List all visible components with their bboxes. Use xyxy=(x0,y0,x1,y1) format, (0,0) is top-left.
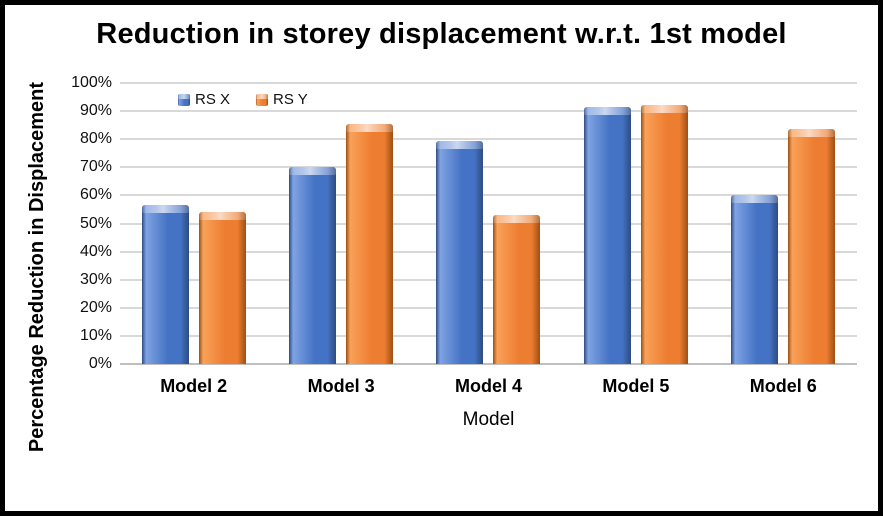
bar-bevel-highlight xyxy=(289,167,337,176)
gridline-20 xyxy=(120,306,857,309)
bar-group-model-6 xyxy=(710,83,857,364)
gridline-80 xyxy=(120,138,857,141)
y-tick-label: 40% xyxy=(79,242,112,260)
bar-group-model-5 xyxy=(562,83,709,364)
bar-rs-y-model-2 xyxy=(198,212,246,364)
gridline-30 xyxy=(120,278,857,281)
bar-bevel-highlight xyxy=(640,105,688,114)
y-tick-label: 50% xyxy=(79,214,112,232)
y-tick-label: 10% xyxy=(79,326,112,344)
bar-bevel-highlight xyxy=(436,141,484,150)
gridline-60 xyxy=(120,194,857,197)
y-tick-label: 70% xyxy=(79,158,112,176)
bar-rs-y-model-3 xyxy=(346,124,394,364)
legend-swatch-bevel xyxy=(178,93,190,99)
bar-bevel-highlight xyxy=(583,106,631,115)
chart-title: Reduction in storey displacement w.r.t. … xyxy=(96,18,787,50)
y-tick-label: 20% xyxy=(79,298,112,316)
y-tick-label: 60% xyxy=(79,186,112,204)
gridline-10 xyxy=(120,334,857,337)
x-tick-label-model-5: Model 5 xyxy=(602,376,670,396)
legend-label: RS X xyxy=(195,91,231,108)
legend-item-rs-y: RS Y xyxy=(256,91,308,108)
bar-group-model-3 xyxy=(267,83,414,364)
y-tick-label: 80% xyxy=(79,130,112,148)
legend-label: RS Y xyxy=(273,91,308,108)
bar-rs-x-model-5 xyxy=(583,106,631,364)
bar-group-model-4 xyxy=(415,83,562,364)
x-tick-label-model-3: Model 3 xyxy=(307,376,375,396)
bar-bevel-highlight xyxy=(346,124,394,133)
bar-bevel-highlight xyxy=(141,205,189,214)
legend-swatch-icon xyxy=(256,93,269,106)
bar-bevel-highlight xyxy=(198,212,246,221)
plot-area xyxy=(120,82,857,365)
bar-bevel-highlight xyxy=(493,215,541,224)
x-tick-label-model-2: Model 2 xyxy=(160,376,228,396)
bar-rs-x-model-4 xyxy=(436,141,484,364)
legend-swatch-icon xyxy=(178,93,190,106)
bar-rs-x-model-6 xyxy=(731,194,779,364)
legend: RS X RS Y xyxy=(178,91,308,108)
bar-rs-y-model-5 xyxy=(640,105,688,364)
bar-group-model-2 xyxy=(120,83,267,364)
x-tick-label-model-6: Model 6 xyxy=(749,376,817,396)
x-axis-line xyxy=(120,363,857,365)
x-axis-labels: Model 2 Model 3 Model 4 Model 5 Model 6 xyxy=(120,376,857,400)
gridline-100 xyxy=(120,82,857,84)
y-axis-ticks: 0% 10% 20% 30% 40% 50% 60% 70% 80% 90% 100% xyxy=(0,74,112,372)
y-tick-label: 90% xyxy=(79,102,112,120)
bar-rs-y-model-4 xyxy=(493,215,541,364)
legend-item-rs-x: RS X xyxy=(178,91,230,108)
bar-rs-x-model-2 xyxy=(141,205,189,364)
x-tick-label-model-4: Model 4 xyxy=(454,376,522,396)
gridline-40 xyxy=(120,250,857,253)
gridline-90 xyxy=(120,110,857,113)
legend-swatch-bevel xyxy=(256,93,269,99)
gridline-50 xyxy=(120,222,857,225)
y-tick-label: 30% xyxy=(79,270,112,288)
gridline-70 xyxy=(120,166,857,169)
bar-rs-x-model-3 xyxy=(289,167,337,364)
bar-bevel-highlight xyxy=(788,129,836,138)
y-tick-label: 100% xyxy=(71,74,112,91)
bar-rs-y-model-6 xyxy=(788,129,836,364)
x-axis-title: Model xyxy=(462,409,515,430)
y-tick-label: 0% xyxy=(88,355,112,372)
bar-bevel-highlight xyxy=(731,194,779,203)
